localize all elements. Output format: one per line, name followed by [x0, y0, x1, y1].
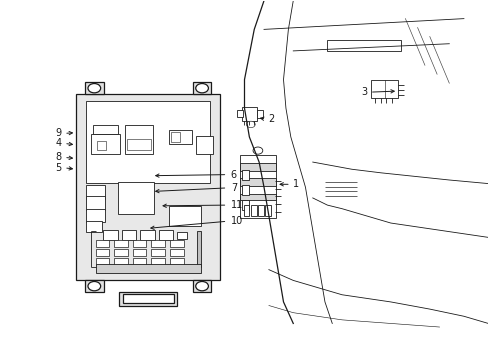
Bar — [168, 130, 192, 144]
Bar — [168, 206, 200, 226]
Bar — [250, 205, 256, 216]
Circle shape — [195, 282, 208, 291]
Bar — [85, 280, 103, 292]
Bar — [258, 205, 264, 216]
Bar — [192, 82, 211, 94]
Bar — [127, 139, 151, 150]
Bar — [151, 249, 164, 256]
Text: 5: 5 — [55, 163, 61, 173]
Text: 10: 10 — [230, 216, 243, 226]
Text: 9: 9 — [56, 129, 61, 138]
Bar — [133, 249, 146, 256]
Bar — [243, 205, 249, 216]
Bar — [370, 80, 397, 98]
Text: 11: 11 — [230, 200, 243, 210]
Bar — [103, 230, 118, 240]
Bar — [195, 136, 212, 154]
Bar — [76, 94, 220, 280]
Bar — [192, 280, 211, 292]
Bar — [85, 82, 103, 94]
Circle shape — [195, 84, 208, 93]
Text: 2: 2 — [267, 114, 274, 124]
Bar — [86, 102, 210, 184]
Bar — [242, 107, 256, 121]
Bar — [140, 230, 155, 240]
Bar — [114, 240, 128, 247]
Circle shape — [88, 282, 101, 291]
Bar — [169, 258, 183, 265]
Bar — [86, 210, 104, 222]
Bar — [241, 185, 248, 195]
Bar — [96, 249, 109, 256]
Bar — [158, 230, 173, 240]
Bar — [241, 170, 248, 180]
Bar — [122, 230, 136, 240]
Bar — [239, 163, 276, 171]
Circle shape — [252, 147, 262, 154]
Bar — [91, 134, 120, 154]
Bar — [239, 155, 276, 218]
Bar — [118, 182, 154, 214]
Bar — [76, 94, 220, 280]
Bar — [237, 110, 243, 117]
Bar — [239, 194, 276, 200]
Bar — [125, 125, 153, 154]
Text: 4: 4 — [56, 139, 61, 148]
Bar — [151, 240, 164, 247]
Bar — [171, 132, 180, 143]
Bar — [177, 232, 187, 239]
Bar — [169, 240, 183, 247]
Circle shape — [88, 84, 101, 93]
Bar — [96, 264, 200, 273]
Bar — [133, 240, 146, 247]
Text: 8: 8 — [56, 152, 61, 162]
Text: 6: 6 — [230, 170, 237, 180]
Circle shape — [246, 121, 255, 128]
Bar — [97, 141, 105, 150]
Bar — [327, 40, 400, 51]
Bar — [86, 185, 104, 199]
Bar — [169, 249, 183, 256]
Bar — [239, 178, 276, 186]
Bar — [96, 258, 109, 265]
Bar — [93, 125, 118, 134]
Bar — [265, 205, 271, 216]
Text: 7: 7 — [230, 183, 237, 193]
Text: 1: 1 — [293, 179, 299, 189]
Text: 3: 3 — [361, 87, 366, 97]
Bar — [119, 292, 177, 306]
Bar — [196, 231, 200, 267]
Bar — [256, 110, 262, 118]
Bar — [122, 294, 173, 303]
Bar — [151, 258, 164, 265]
Bar — [86, 221, 102, 232]
Bar — [114, 258, 128, 265]
Bar — [133, 258, 146, 265]
Bar — [114, 249, 128, 256]
Bar — [86, 196, 104, 211]
Bar — [241, 201, 248, 211]
Bar — [96, 240, 109, 247]
